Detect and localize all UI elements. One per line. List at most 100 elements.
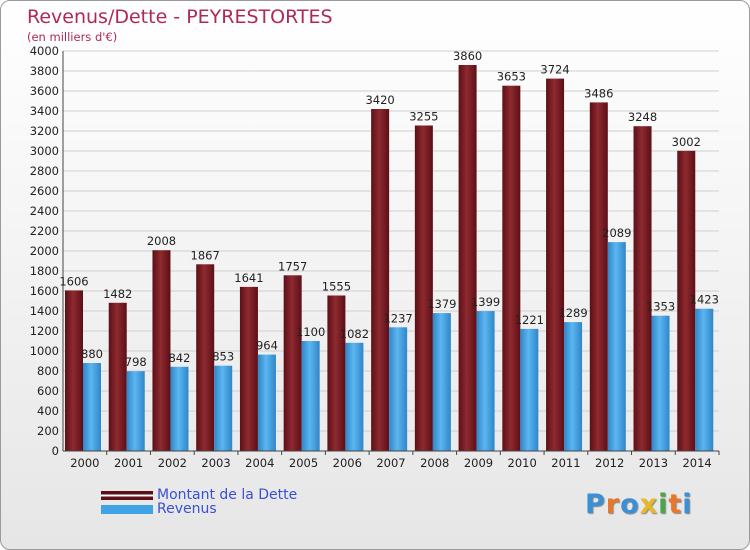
revenue-value-label: 1221 [515,313,544,327]
y-tick-label: 3800 [30,64,59,78]
logo-letter: P [585,489,606,520]
x-tick-label: 2014 [682,456,711,470]
revenue-value-label: 1100 [296,325,325,339]
debt-bar [590,102,608,451]
revenue-bar [652,316,670,451]
x-tick-label: 2013 [639,456,668,470]
revenue-value-label: 2089 [602,226,631,240]
y-tick-label: 0 [52,444,59,458]
x-tick-label: 2007 [376,456,405,470]
revenue-value-label: 1423 [690,293,719,307]
legend-swatch-debt [101,491,153,500]
debt-bar [327,296,345,452]
debt-value-label: 3860 [453,49,482,63]
revenue-bar [389,327,407,451]
revenue-bar [127,371,145,451]
legend-swatch-revenue [101,505,153,514]
y-tick-label: 200 [37,424,59,438]
x-tick-label: 2011 [551,456,580,470]
revenue-bar [608,242,626,451]
debt-value-label: 1757 [278,259,307,273]
debt-value-label: 3420 [365,93,394,107]
revenue-value-label: 1237 [383,311,412,325]
y-tick-label: 2600 [30,184,59,198]
x-tick-label: 2001 [114,456,143,470]
y-tick-label: 3400 [30,104,59,118]
plot-area: 0200400600800100012001400160018002000220… [1,1,749,549]
logo-letter: r [606,489,620,520]
debt-bar [546,79,564,451]
y-tick-label: 3600 [30,84,59,98]
debt-bar [415,126,433,452]
logo-letter: i [682,489,692,520]
y-tick-label: 1000 [30,344,59,358]
legend-item-revenue: Revenus [101,502,217,516]
revenue-bar [345,343,363,451]
revenue-bar [477,311,495,451]
debt-bar [65,290,83,451]
debt-value-label: 3724 [540,63,569,77]
revenue-bar [214,366,232,451]
revenue-value-label: 964 [256,339,278,353]
x-tick-label: 2012 [595,456,624,470]
revenue-value-label: 880 [81,347,103,361]
logo-letter: t [668,489,682,520]
revenue-value-label: 853 [212,350,234,364]
debt-value-label: 1555 [322,280,351,294]
y-tick-label: 600 [37,384,59,398]
debt-value-label: 1867 [191,248,220,262]
x-tick-label: 2004 [245,456,274,470]
revenue-bar [433,313,451,451]
y-tick-label: 4000 [30,44,59,58]
revenue-value-label: 1353 [646,300,675,314]
revenue-value-label: 1082 [340,327,369,341]
x-tick-label: 2002 [158,456,187,470]
revenue-value-label: 798 [125,355,147,369]
x-tick-label: 2008 [420,456,449,470]
revenue-bar [520,329,538,451]
x-tick-label: 2006 [333,456,362,470]
debt-bar [634,126,652,451]
revenue-value-label: 1289 [558,306,587,320]
y-tick-label: 3200 [30,124,59,138]
chart-container: Revenus/Dette - PEYRESTORTES (en millier… [0,0,750,550]
x-tick-label: 2009 [464,456,493,470]
y-tick-label: 400 [37,404,59,418]
debt-value-label: 2008 [147,234,176,248]
debt-value-label: 1482 [103,287,132,301]
debt-value-label: 3255 [409,110,438,124]
proxiti-logo: Proxiti [585,489,693,520]
revenue-bar [170,367,188,451]
x-tick-label: 2010 [508,456,537,470]
logo-letter: o [620,489,640,520]
debt-bar [502,86,520,451]
debt-value-label: 3486 [584,86,613,100]
debt-value-label: 3002 [672,135,701,149]
debt-bar [109,303,127,451]
revenue-value-label: 1399 [471,295,500,309]
revenue-bar [695,309,713,451]
legend-label-revenue: Revenus [157,501,217,517]
y-tick-label: 2800 [30,164,59,178]
debt-bar [240,287,258,451]
y-tick-label: 2200 [30,224,59,238]
debt-bar [371,109,389,451]
revenue-value-label: 842 [168,351,190,365]
x-tick-label: 2005 [289,456,318,470]
revenue-value-label: 1379 [427,297,456,311]
debt-value-label: 3653 [497,70,526,84]
debt-value-label: 1606 [59,274,88,288]
debt-bar [284,275,302,451]
y-tick-label: 1800 [30,264,59,278]
x-tick-label: 2003 [201,456,230,470]
y-tick-label: 3000 [30,144,59,158]
y-tick-label: 1200 [30,324,59,338]
revenue-bar [302,341,320,451]
debt-value-label: 3248 [628,110,657,124]
revenue-bar [258,355,276,451]
logo-letter: i [658,489,668,520]
logo-letter: x [640,489,658,520]
y-tick-label: 2000 [30,244,59,258]
debt-value-label: 1641 [234,271,263,285]
x-tick-label: 2000 [70,456,99,470]
